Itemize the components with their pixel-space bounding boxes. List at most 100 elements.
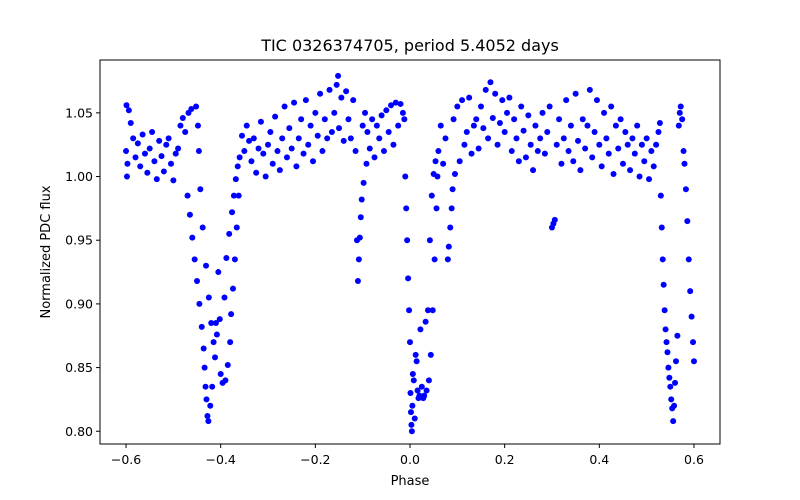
data-point bbox=[208, 320, 215, 326]
data-point bbox=[656, 120, 663, 127]
data-point bbox=[646, 176, 653, 183]
data-point bbox=[124, 160, 131, 167]
data-point bbox=[572, 90, 579, 97]
data-point bbox=[426, 237, 433, 244]
data-point bbox=[217, 370, 224, 377]
data-point bbox=[243, 122, 250, 129]
data-point bbox=[663, 339, 670, 346]
data-point bbox=[672, 379, 679, 386]
data-point bbox=[274, 148, 281, 155]
data-point bbox=[659, 256, 666, 263]
data-point bbox=[567, 122, 574, 129]
data-point bbox=[685, 256, 692, 263]
data-point bbox=[309, 158, 316, 165]
data-point bbox=[229, 209, 236, 216]
data-point bbox=[385, 128, 392, 135]
data-point bbox=[412, 351, 419, 358]
data-point bbox=[586, 86, 593, 93]
x-tick-label: −0.4 bbox=[206, 452, 236, 467]
data-point bbox=[395, 122, 402, 129]
data-point bbox=[525, 112, 532, 119]
data-point bbox=[650, 163, 657, 170]
data-point bbox=[390, 141, 397, 148]
data-point bbox=[272, 113, 279, 120]
data-point bbox=[226, 230, 233, 237]
y-axis-ticks: 0.80 0.85 0.90 0.95 1.00 1.05 bbox=[65, 105, 100, 439]
data-point bbox=[163, 141, 170, 148]
data-point bbox=[629, 135, 636, 142]
data-point bbox=[666, 374, 673, 381]
data-point bbox=[149, 128, 156, 135]
data-point bbox=[231, 256, 238, 263]
data-point bbox=[661, 307, 668, 314]
data-point bbox=[235, 192, 242, 199]
data-point bbox=[338, 94, 345, 101]
data-point bbox=[489, 114, 496, 121]
data-point bbox=[582, 145, 589, 152]
data-point bbox=[450, 116, 457, 123]
data-point bbox=[182, 128, 189, 135]
data-point bbox=[223, 255, 230, 262]
data-point bbox=[492, 90, 499, 97]
data-point bbox=[158, 153, 165, 160]
data-point bbox=[682, 186, 689, 193]
data-point bbox=[408, 421, 415, 428]
data-point bbox=[480, 125, 487, 132]
data-point bbox=[418, 383, 425, 390]
data-point bbox=[619, 160, 626, 167]
data-point bbox=[355, 256, 362, 263]
data-point bbox=[680, 148, 687, 155]
data-point bbox=[539, 109, 546, 116]
y-tick-label: 1.05 bbox=[65, 105, 93, 120]
data-point bbox=[466, 94, 473, 101]
data-point bbox=[411, 415, 418, 422]
data-point bbox=[291, 99, 298, 106]
data-point bbox=[312, 109, 319, 116]
data-point bbox=[546, 103, 553, 110]
data-point bbox=[293, 163, 300, 170]
data-point bbox=[156, 137, 163, 144]
data-point bbox=[470, 122, 477, 129]
data-point bbox=[324, 135, 331, 142]
data-point bbox=[684, 218, 691, 225]
data-point bbox=[200, 345, 207, 352]
data-point bbox=[364, 128, 371, 135]
data-point bbox=[553, 141, 560, 148]
data-point bbox=[612, 122, 619, 129]
data-point bbox=[459, 97, 466, 104]
data-point bbox=[186, 211, 193, 218]
data-point bbox=[388, 102, 395, 109]
data-point bbox=[202, 383, 209, 390]
data-point bbox=[532, 122, 539, 129]
data-point bbox=[373, 122, 380, 129]
data-point bbox=[570, 158, 577, 165]
data-point bbox=[302, 97, 309, 104]
data-point bbox=[541, 150, 548, 157]
data-point bbox=[515, 158, 522, 165]
data-point bbox=[221, 294, 228, 301]
data-point bbox=[363, 160, 370, 167]
data-point bbox=[537, 135, 544, 142]
data-point bbox=[189, 234, 196, 241]
data-point bbox=[631, 150, 638, 157]
data-point bbox=[319, 148, 326, 155]
data-point bbox=[544, 128, 551, 135]
data-point bbox=[563, 97, 570, 104]
data-point bbox=[407, 409, 414, 416]
data-point bbox=[617, 116, 624, 123]
x-tick-label: −0.2 bbox=[300, 452, 330, 467]
data-point bbox=[357, 214, 364, 221]
data-point bbox=[234, 163, 241, 170]
y-tick-label: 0.90 bbox=[65, 296, 93, 311]
data-point bbox=[358, 196, 365, 203]
data-point bbox=[577, 167, 584, 174]
x-tick-label: 0.0 bbox=[400, 452, 420, 467]
data-point bbox=[589, 154, 596, 161]
data-point bbox=[494, 141, 501, 148]
data-point bbox=[336, 125, 343, 132]
x-tick-label: 0.6 bbox=[684, 452, 704, 467]
data-point bbox=[657, 192, 664, 199]
data-point bbox=[487, 79, 494, 86]
data-point bbox=[423, 387, 430, 394]
data-point bbox=[634, 122, 641, 129]
